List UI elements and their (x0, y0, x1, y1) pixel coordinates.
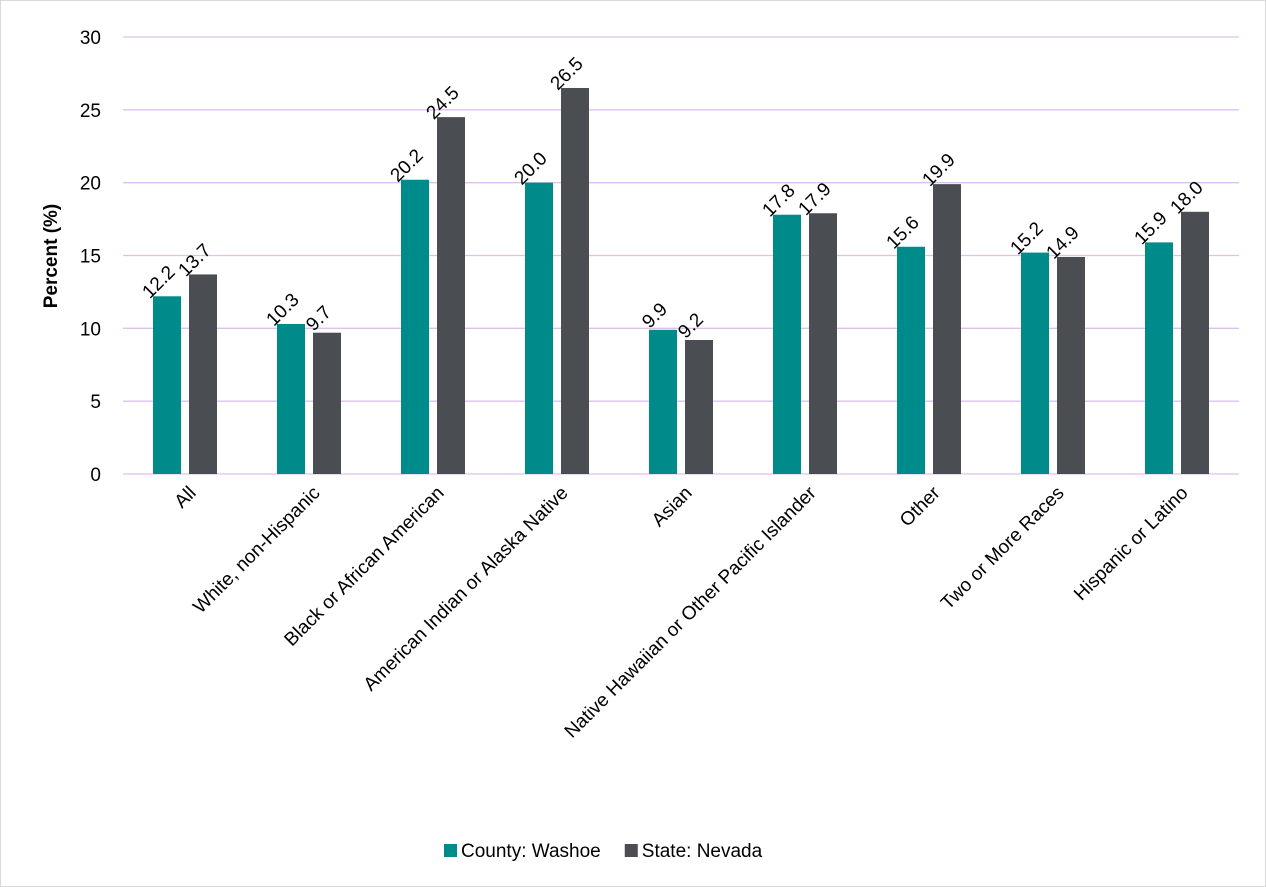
x-category-label: Other (896, 482, 945, 531)
bar-washoe (277, 323, 305, 474)
bar-nevada (1057, 256, 1085, 474)
x-category-label: All (171, 483, 201, 513)
y-tick-label: 10 (80, 319, 101, 340)
data-label: 9.9 (638, 299, 672, 333)
bar-nevada (933, 184, 961, 474)
y-tick-label: 0 (90, 465, 101, 486)
bars (153, 87, 1209, 475)
x-category-label: American Indian or Alaska Native (360, 483, 573, 696)
legend-label: County: Washoe (461, 841, 601, 862)
x-category-label: Native Hawaiian or Other Pacific Islande… (561, 482, 821, 742)
y-tick-label: 15 (80, 247, 101, 268)
bar-nevada (1181, 211, 1209, 475)
data-label: 9.2 (674, 309, 708, 343)
bar-nevada (685, 339, 713, 474)
bar-washoe (401, 179, 429, 474)
y-axis-title: Percent (%) (41, 204, 62, 309)
legend-swatch (624, 844, 638, 857)
gridlines (123, 36, 1239, 475)
x-category-label: White, non-Hispanic (189, 483, 324, 618)
x-category-label: Hispanic or Latino (1070, 483, 1192, 605)
x-category-label: Asian (648, 483, 696, 531)
y-tick-label: 20 (80, 174, 101, 195)
y-tick-label: 25 (80, 101, 101, 122)
bar-washoe (773, 214, 801, 475)
legend-label: State: Nevada (642, 841, 763, 862)
bar-washoe (1021, 252, 1049, 474)
bar-nevada (313, 332, 341, 474)
legend: County: Washoe State: Nevada (444, 841, 763, 862)
bar-nevada (437, 117, 465, 474)
bar-washoe (1145, 242, 1173, 474)
bar-washoe (153, 296, 181, 474)
legend-swatch (444, 844, 457, 857)
bar-washoe (897, 246, 925, 474)
y-tick-label: 30 (80, 28, 101, 49)
y-axis: 0 5 10 15 20 25 30 (80, 28, 101, 486)
x-category-label: Two or More Races (937, 483, 1068, 614)
data-label: 9.7 (302, 302, 336, 336)
bar-washoe (649, 329, 677, 474)
bar-washoe (525, 182, 553, 474)
bar-nevada (561, 87, 589, 474)
y-tick-label: 5 (90, 392, 101, 413)
bar-nevada (809, 213, 837, 475)
bar-nevada (189, 274, 217, 474)
